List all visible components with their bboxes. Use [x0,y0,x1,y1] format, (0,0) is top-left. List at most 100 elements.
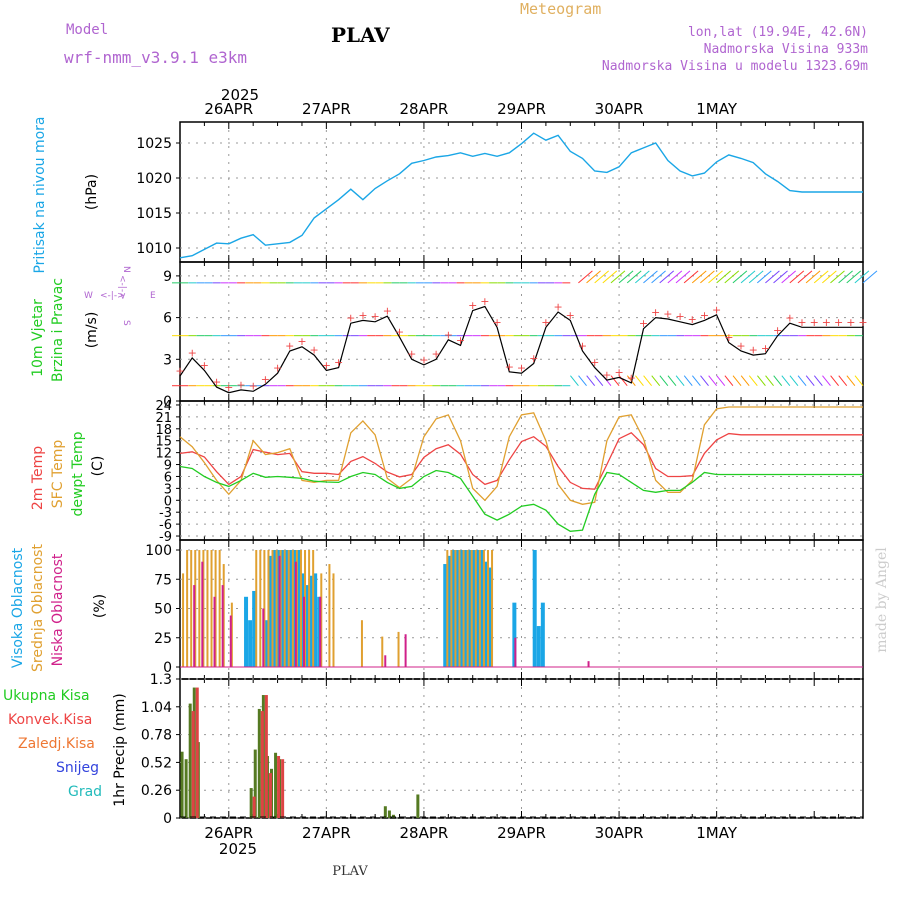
day-label-top: 30APR [595,100,644,118]
wind-gust-marker: + [395,326,404,339]
wind-gust-marker: + [371,310,380,323]
bottom-day-labels: 26APR 27APR 28APR 29APR 30APR 1MAY [204,824,737,842]
wind-gust-marker: + [444,328,453,341]
temp-tick-label: 21 [155,411,172,426]
cloud-bar [332,573,335,667]
wind-gust-marker: + [639,317,648,330]
wind-gust-marker: + [553,300,562,313]
wind-arrow [854,270,870,284]
wind-gust-marker: + [712,303,721,316]
wind-gust-marker: + [249,380,258,393]
cloud-bar [312,550,315,667]
cloud-bar [268,555,273,667]
wind-arrow [586,270,601,284]
wind-arrow [846,270,862,284]
cloud-bar [267,550,270,667]
cloud-bar [262,608,265,667]
wind-arrow [570,375,579,387]
wind-arrow [716,270,731,284]
wind-arrow [732,270,748,284]
cloud-bar [248,620,253,667]
wind-gust-marker: + [383,305,392,318]
cloud-bar [190,550,193,667]
wind-gust-marker: + [517,362,526,375]
cloud-bar [229,615,232,667]
day-label-bottom: 30APR [595,824,644,842]
wind-arrow [830,270,845,284]
cloud-bar [478,550,481,667]
cloud-bar [328,564,331,667]
wind-gust-marker: + [578,339,587,352]
temp-series-line [179,406,863,505]
day-label-top: 1MAY [696,100,738,118]
cloud-bar [221,585,224,667]
wind-arrow [748,375,758,387]
wind-gust-marker: + [285,339,294,352]
cloud-bar [230,602,233,667]
wind-arrow [805,270,821,284]
cloud-bar [182,573,185,667]
wind-gust-marker: + [846,316,855,329]
cloud-bar [259,550,262,667]
wind-arrow [781,375,791,387]
cloud-mid-label: Srednja Oblacnost [30,544,46,672]
year-bottom-label: 2025 [219,840,257,858]
precip-tick-label: 0.52 [141,755,172,771]
compass-south: S [121,320,131,326]
compass-arrows-v: <-|-> [117,275,127,300]
footer-station: PLAV [332,864,368,879]
cloud-bar [482,550,485,667]
wind-unit: (m/s) [84,312,100,349]
wind-gust-marker: + [688,313,697,326]
precip-bar [195,687,199,818]
cloud-bar [287,550,290,667]
wind-gust-marker: + [810,316,819,329]
wind-label-line2: Brzina i Pravac [50,278,66,382]
cloud-tick-label: 75 [154,572,172,588]
wind-arrow [659,375,669,387]
wind-arrow [602,270,618,284]
wind-gust-marker: + [419,353,428,366]
model-label: Model [66,22,108,38]
cloud-bar [309,575,314,667]
wind-arrow [610,270,626,284]
cloud-bar [284,550,289,667]
precip-bar [257,708,261,818]
precip-bar [281,759,285,818]
compass-arrows-h: <-|-> [100,291,125,301]
cloud-bar [271,550,274,667]
day-label-top: 27APR [302,100,351,118]
wind-tick-label: 3 [163,352,172,368]
wind-gust-marker: + [614,366,623,379]
wind-arrow [862,270,878,284]
cloud-bar [454,550,457,667]
wind-arrow [789,270,805,284]
wind-arrow [757,375,766,387]
cloud-bar [305,585,310,667]
cloud-panel: 0 25 50 75 100 [145,539,864,680]
wind-arrow [691,375,701,387]
wind-arrow [773,375,783,387]
wind-gust-marker: + [627,371,636,384]
day-label-top: 28APR [400,100,449,118]
wind-arrow [667,375,677,387]
wind-arrow [740,375,750,387]
cloud-bar [313,573,318,667]
cloud-bar [360,620,363,667]
wind-gust-marker: + [505,360,514,373]
wind-gust-marker: + [663,307,672,320]
wind-arrow [651,270,666,284]
cloud-bar [302,596,305,667]
precip-tick-label: 1.3 [150,672,172,688]
day-label-bottom: 26APR [204,824,253,842]
temp-tick-label: 9 [164,459,172,474]
wind-gust-marker: + [492,316,501,329]
cloud-bar [275,550,278,667]
cloud-bar [280,550,285,667]
cloud-bar [279,550,282,667]
precip-bar [252,796,256,818]
cloud-bar [201,561,204,667]
wind-arrow [683,375,693,387]
wind-arrow [813,375,823,387]
credit-label: made by Angel [874,547,890,653]
